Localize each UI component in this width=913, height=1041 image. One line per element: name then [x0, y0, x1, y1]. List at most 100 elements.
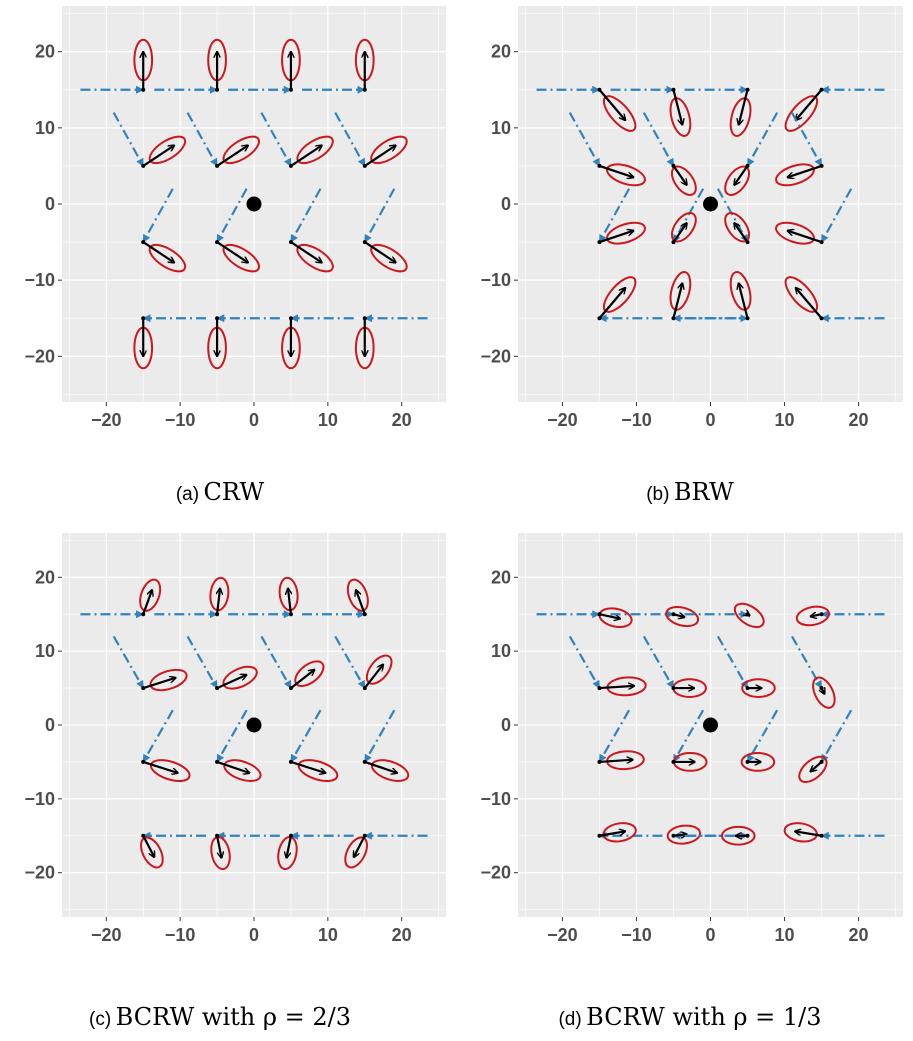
- next-step-arrow: [290, 145, 322, 167]
- next-step-arrow: [795, 831, 822, 837]
- next-step-arrow: [142, 145, 174, 167]
- walker-position-point: [745, 163, 750, 168]
- x-tick-label: −10: [165, 410, 196, 430]
- walker-position-point: [819, 759, 824, 764]
- next-step-arrow: [598, 288, 625, 319]
- next-step-ellipse: [741, 678, 776, 698]
- next-step-ellipse: [665, 605, 700, 628]
- target-point: [703, 196, 718, 212]
- x-tick-label: 0: [249, 410, 259, 430]
- y-tick-label: 20: [491, 42, 511, 62]
- next-step-arrow: [216, 145, 248, 167]
- next-step-arrow: [142, 678, 175, 690]
- next-step-arrow: [673, 834, 686, 835]
- panel-c: −20 −10 0 10 20 20 10 0 −10 −20: [24, 533, 446, 945]
- x-tick-label: 10: [775, 410, 795, 430]
- walker-position-point: [362, 240, 367, 245]
- walker-position-point: [819, 686, 824, 691]
- walker-position-point: [745, 240, 750, 245]
- walker-position-point: [671, 686, 676, 691]
- walker-position-point: [288, 240, 293, 245]
- previous-move-arrow: [260, 635, 292, 689]
- y-tick-label: 0: [501, 194, 511, 214]
- walker-position-point: [362, 163, 367, 168]
- y-tick-label: 20: [35, 42, 55, 62]
- x-tick-label: 20: [849, 925, 869, 945]
- previous-move-arrow: [790, 635, 823, 689]
- walker-position-point: [671, 833, 676, 838]
- previous-move-arrow: [142, 709, 174, 763]
- walker-position-point: [288, 87, 293, 92]
- x-tick-label: −20: [547, 925, 578, 945]
- next-step-arrow: [734, 165, 749, 185]
- caption-d: (d) BCRW with ρ = 1/3: [470, 1003, 910, 1031]
- walker-position-point: [288, 759, 293, 764]
- next-step-arrow: [734, 223, 749, 243]
- x-tick-label: 10: [775, 925, 795, 945]
- y-tick-label: −10: [24, 789, 55, 809]
- walker-position-point: [597, 87, 602, 92]
- walker-position-point: [745, 87, 750, 92]
- x-tick-label: −10: [621, 410, 652, 430]
- walker-position-point: [141, 759, 146, 764]
- walker-position-point: [671, 612, 676, 617]
- y-tick-label: −10: [480, 270, 511, 290]
- walker-position-point: [362, 833, 367, 838]
- y-tick-label: 10: [35, 118, 55, 138]
- target-point: [246, 196, 262, 212]
- walker-position-point: [597, 833, 602, 838]
- next-step-arrow: [599, 613, 620, 618]
- next-step-arrow: [216, 241, 248, 263]
- y-tick-label: 10: [491, 641, 511, 661]
- walker-position-point: [141, 686, 146, 691]
- caption-letter-b: (b): [646, 484, 670, 505]
- next-step-arrow: [364, 145, 396, 167]
- walker-position-point: [362, 87, 367, 92]
- walker-position-point: [819, 163, 824, 168]
- caption-text-d: BCRW with ρ = 1/3: [586, 1003, 822, 1031]
- previous-move-arrow: [716, 635, 749, 689]
- walker-position-point: [215, 612, 220, 617]
- walker-position-point: [288, 833, 293, 838]
- next-step-ellipse: [798, 755, 828, 784]
- next-step-arrow: [599, 231, 633, 244]
- walker-position-point: [819, 87, 824, 92]
- walker-position-point: [215, 87, 220, 92]
- next-step-arrow: [598, 89, 625, 120]
- next-step-arrow: [599, 164, 633, 177]
- caption-text-a: CRW: [203, 478, 265, 506]
- next-step-arrow: [290, 241, 322, 263]
- next-step-arrow: [216, 675, 247, 690]
- x-tick-label: 0: [705, 925, 715, 945]
- next-step-arrow: [796, 89, 823, 120]
- walker-position-point: [362, 759, 367, 764]
- y-tick-label: 0: [45, 715, 55, 735]
- next-step-arrow: [290, 670, 315, 689]
- walker-position-point: [215, 686, 220, 691]
- next-step-arrow: [788, 231, 822, 244]
- walker-position-point: [597, 612, 602, 617]
- previous-move-arrow: [216, 709, 248, 763]
- next-step-arrow: [810, 761, 823, 772]
- walker-position-point: [745, 759, 750, 764]
- walker-position-point: [597, 759, 602, 764]
- next-step-arrow: [354, 835, 366, 857]
- next-step-arrow: [356, 590, 366, 615]
- next-step-arrow: [599, 686, 634, 688]
- walker-position-point: [215, 833, 220, 838]
- walker-position-point: [215, 240, 220, 245]
- target-point: [246, 717, 262, 733]
- next-step-ellipse: [795, 605, 830, 627]
- caption-letter-a: (a): [175, 484, 200, 505]
- y-tick-label: −10: [480, 789, 511, 809]
- walker-position-point: [671, 87, 676, 92]
- walker-position-point: [215, 163, 220, 168]
- walker-position-point: [819, 240, 824, 245]
- next-step-arrow: [364, 241, 396, 263]
- walker-position-point: [671, 163, 676, 168]
- y-tick-label: −10: [24, 270, 55, 290]
- walker-position-point: [141, 163, 146, 168]
- next-step-arrow: [286, 835, 293, 858]
- next-step-arrow: [672, 283, 682, 319]
- next-step-arrow: [739, 283, 749, 319]
